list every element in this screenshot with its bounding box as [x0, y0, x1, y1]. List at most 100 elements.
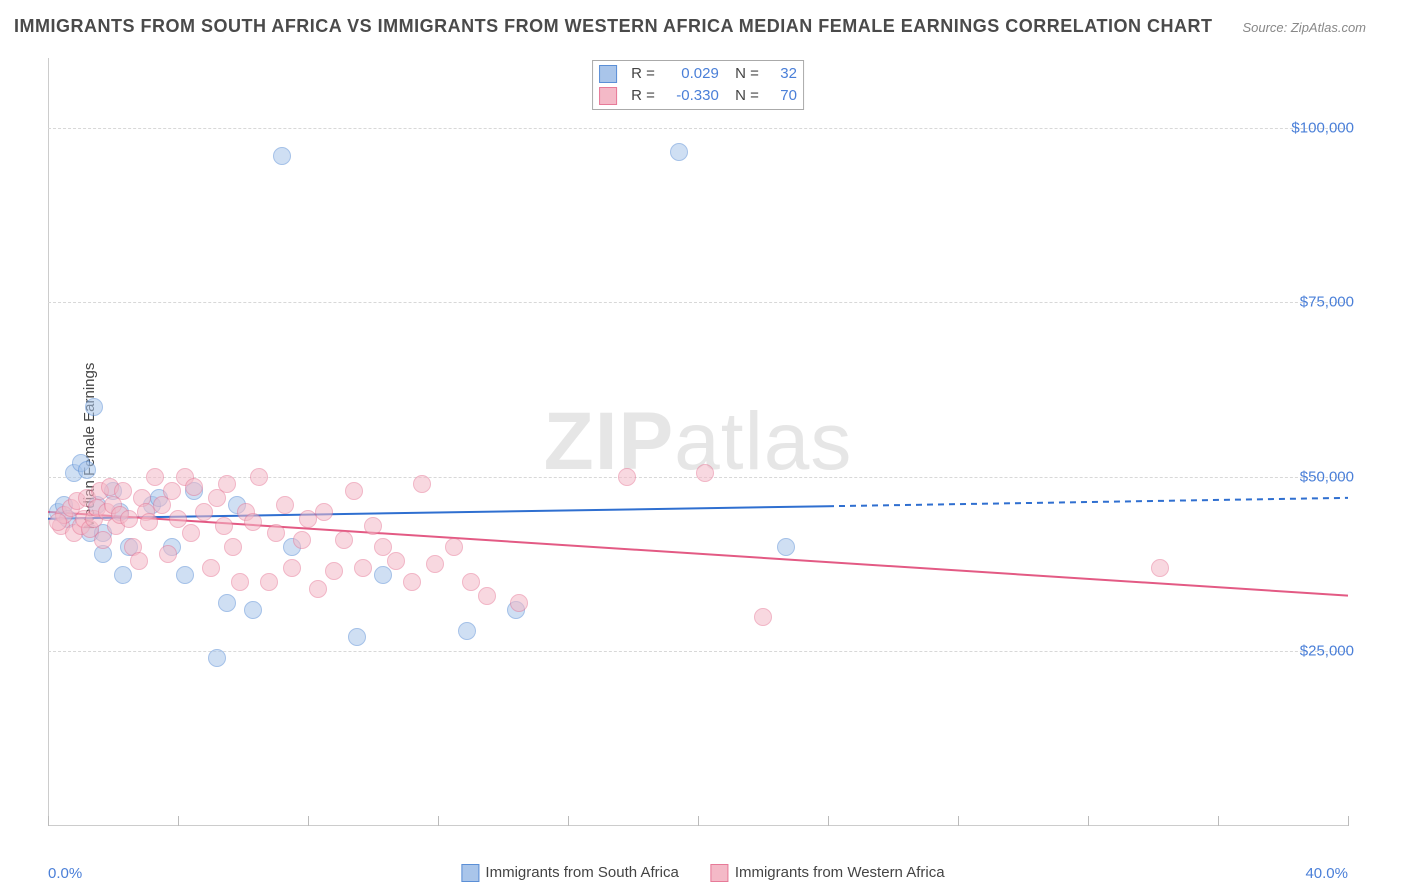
- data-point: [403, 573, 421, 591]
- data-point: [618, 468, 636, 486]
- legend-swatch: [711, 864, 729, 882]
- data-point: [195, 503, 213, 521]
- data-point: [426, 555, 444, 573]
- data-point: [176, 566, 194, 584]
- data-point: [159, 545, 177, 563]
- legend-swatch: [599, 87, 617, 105]
- data-point: [208, 649, 226, 667]
- data-point: [462, 573, 480, 591]
- x-tick: [828, 816, 829, 826]
- data-point: [94, 531, 112, 549]
- data-point: [273, 147, 291, 165]
- data-point: [267, 524, 285, 542]
- x-tick: [1348, 816, 1349, 826]
- stat-r-label: R =: [631, 85, 655, 107]
- data-point: [140, 513, 158, 531]
- chart-svg: [48, 58, 1348, 826]
- stat-r-label: R =: [631, 63, 655, 85]
- data-point: [458, 622, 476, 640]
- data-point: [146, 468, 164, 486]
- data-point: [244, 513, 262, 531]
- grid-line: [48, 128, 1348, 129]
- data-point: [283, 559, 301, 577]
- x-tick: [698, 816, 699, 826]
- grid-line: [48, 651, 1348, 652]
- data-point: [250, 468, 268, 486]
- data-point: [276, 496, 294, 514]
- data-point: [445, 538, 463, 556]
- y-tick-label: $25,000: [1264, 643, 1354, 660]
- stat-r-value: -0.330: [663, 85, 719, 107]
- x-tick: [178, 816, 179, 826]
- data-point: [244, 601, 262, 619]
- legend-swatch: [599, 65, 617, 83]
- data-point: [354, 559, 372, 577]
- plot-area: ZIPatlas R =0.029 N =32R =-0.330 N =70 $…: [48, 58, 1348, 826]
- data-point: [335, 531, 353, 549]
- data-point: [325, 562, 343, 580]
- x-tick: [308, 816, 309, 826]
- data-point: [185, 478, 203, 496]
- legend-label: Immigrants from Western Africa: [735, 864, 945, 881]
- chart-title: IMMIGRANTS FROM SOUTH AFRICA VS IMMIGRAN…: [14, 16, 1212, 37]
- x-tick: [48, 816, 49, 826]
- data-point: [114, 482, 132, 500]
- data-point: [478, 587, 496, 605]
- stat-n-value: 32: [767, 63, 797, 85]
- data-point: [49, 513, 67, 531]
- data-point: [374, 566, 392, 584]
- data-point: [202, 559, 220, 577]
- data-point: [510, 594, 528, 612]
- y-tick-label: $50,000: [1264, 468, 1354, 485]
- trend-line-dashed: [828, 498, 1348, 506]
- legend-item: Immigrants from South Africa: [461, 864, 678, 882]
- data-point: [260, 573, 278, 591]
- data-point: [345, 482, 363, 500]
- data-point: [224, 538, 242, 556]
- data-point: [85, 398, 103, 416]
- grid-line: [48, 302, 1348, 303]
- data-point: [309, 580, 327, 598]
- data-point: [114, 566, 132, 584]
- data-point: [218, 475, 236, 493]
- data-point: [348, 628, 366, 646]
- x-tick: [1218, 816, 1219, 826]
- data-point: [1151, 559, 1169, 577]
- data-point: [293, 531, 311, 549]
- x-tick: [438, 816, 439, 826]
- stat-n-value: 70: [767, 85, 797, 107]
- legend-item: Immigrants from Western Africa: [711, 864, 945, 882]
- data-point: [696, 464, 714, 482]
- data-point: [670, 143, 688, 161]
- y-tick-label: $100,000: [1264, 119, 1354, 136]
- x-max-label: 40.0%: [1305, 865, 1348, 882]
- data-point: [315, 503, 333, 521]
- data-point: [364, 517, 382, 535]
- stat-n-label: N =: [727, 85, 759, 107]
- data-point: [130, 552, 148, 570]
- bottom-legend: Immigrants from South Africa Immigrants f…: [461, 864, 944, 882]
- legend-swatch: [461, 864, 479, 882]
- stats-legend-row: R = -0.330 N = 70: [599, 85, 797, 107]
- data-point: [231, 573, 249, 591]
- source-label: Source: ZipAtlas.com: [1242, 20, 1366, 35]
- data-point: [387, 552, 405, 570]
- data-point: [78, 461, 96, 479]
- stats-legend-row: R = 0.029 N = 32: [599, 63, 797, 85]
- data-point: [413, 475, 431, 493]
- data-point: [215, 517, 233, 535]
- data-point: [182, 524, 200, 542]
- x-min-label: 0.0%: [48, 865, 82, 882]
- stat-n-label: N =: [727, 63, 759, 85]
- x-tick: [958, 816, 959, 826]
- x-tick: [568, 816, 569, 826]
- y-tick-label: $75,000: [1264, 294, 1354, 311]
- x-tick: [1088, 816, 1089, 826]
- data-point: [754, 608, 772, 626]
- data-point: [777, 538, 795, 556]
- data-point: [218, 594, 236, 612]
- data-point: [163, 482, 181, 500]
- legend-label: Immigrants from South Africa: [485, 864, 678, 881]
- stat-r-value: 0.029: [663, 63, 719, 85]
- stats-legend: R = 0.029 N = 32 R = -0.330 N = 70: [592, 60, 804, 110]
